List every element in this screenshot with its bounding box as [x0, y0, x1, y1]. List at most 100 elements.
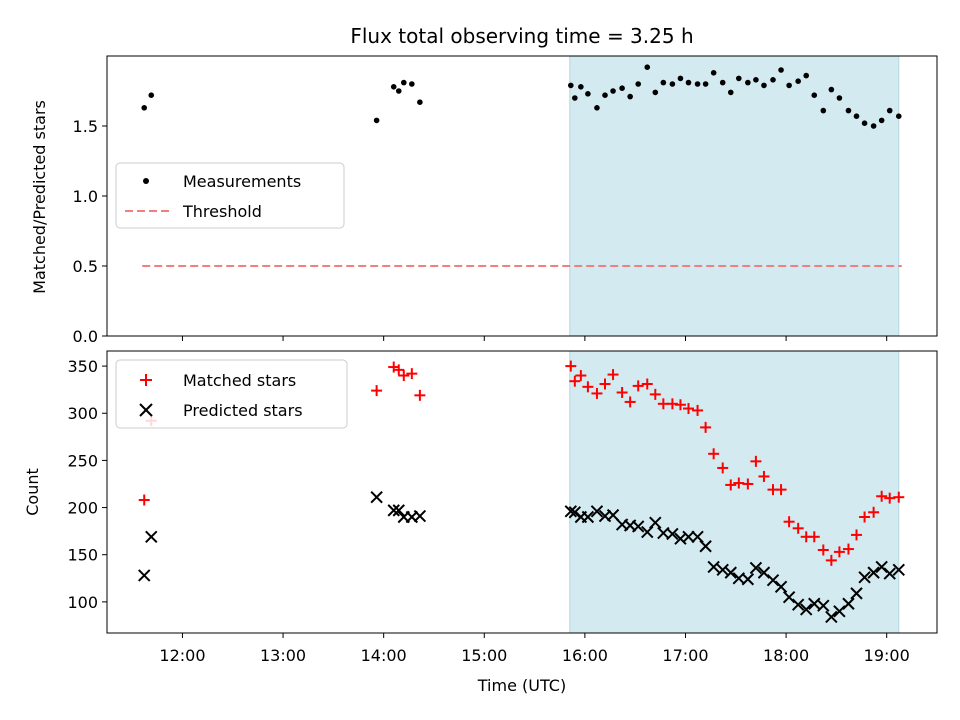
predicted-star-point: [590, 505, 604, 518]
predicted-star-point: [631, 520, 645, 533]
measurement-point: [820, 107, 827, 114]
predicted-star-point: [387, 504, 400, 517]
predicted-star-point: [682, 530, 695, 544]
predicted-star-point: [145, 530, 158, 544]
matched-star-point: [859, 511, 871, 523]
measurement-point: [803, 72, 810, 79]
measurement-point: [373, 117, 380, 124]
matched-star-point: [700, 421, 712, 433]
measurement-point: [594, 105, 600, 111]
matched-star-point: [388, 361, 400, 373]
matched-star-point: [406, 368, 418, 380]
predicted-star-point: [716, 563, 729, 577]
x-tick-label: 18:00: [763, 646, 809, 665]
measurement-point: [578, 84, 584, 90]
measurement-point: [627, 93, 633, 100]
matched-star-point: [893, 491, 905, 503]
x-tick-label: 19:00: [864, 646, 910, 665]
legend-matched-label: Matched stars: [183, 371, 296, 390]
top-y-tick-label: 0.0: [73, 327, 98, 346]
bottom-legend-box: [115, 359, 348, 429]
matched-star-point: [725, 479, 737, 491]
matched-star-point: [708, 448, 720, 460]
counts-panel: 100 150 200 250 300 350 12:00 13:00 14:00 15:00 1…: [23, 350, 938, 695]
matched-star-point: [842, 543, 854, 555]
measurement-point: [400, 79, 407, 86]
matched-star-point: [624, 396, 636, 408]
predicted-star-point: [392, 504, 405, 517]
predicted-star-point: [749, 561, 763, 575]
measurement-point: [786, 82, 792, 89]
matched-star-point: [575, 370, 587, 382]
predicted-star-point: [724, 566, 737, 579]
bottom-legend: Matched stars Predicted stars: [115, 359, 348, 429]
x-tick-label: 13:00: [260, 646, 306, 665]
bottom-y-tick-label: 250: [67, 451, 98, 470]
measurement-point: [719, 79, 726, 86]
predicted-star-point: [850, 587, 863, 600]
measurement-point: [652, 89, 659, 96]
predicted-star-point: [791, 598, 805, 611]
measurement-point: [602, 92, 608, 98]
top-y-axis-label: Matched/Predicted stars: [30, 100, 49, 294]
measurement-point: [886, 107, 893, 114]
matched-star-point: [717, 462, 729, 474]
bottom-y-tick-label: 300: [67, 404, 98, 423]
predicted-star-point: [883, 567, 896, 580]
measurement-point: [795, 78, 801, 84]
measurement-point: [395, 88, 402, 94]
predicted-star-point: [666, 527, 679, 541]
matched-star-point: [582, 381, 594, 393]
measurement-point: [572, 95, 578, 101]
predicted-star-point: [858, 571, 871, 584]
chart-title: Flux total observing time = 3.25 h: [350, 24, 693, 48]
measurement-point: [567, 82, 574, 89]
measurement-point: [761, 82, 767, 89]
matched-star-point: [398, 370, 410, 382]
predicted-star-point: [766, 573, 780, 587]
predicted-star-point: [817, 599, 830, 612]
matched-star-point: [808, 531, 820, 543]
matched-star-point: [138, 494, 150, 506]
measurement-point: [694, 81, 701, 87]
measurement-point: [409, 81, 415, 87]
measurement-point: [619, 85, 625, 91]
matched-star-point: [817, 544, 829, 556]
predicted-star-point: [649, 516, 662, 529]
predicted-star-point: [892, 563, 905, 577]
measurement-point: [845, 107, 852, 114]
predicted-star-point: [699, 540, 712, 553]
measurement-point: [811, 92, 818, 98]
legend-threshold-label: Threshold: [182, 202, 262, 221]
predicted-star-point: [564, 505, 578, 518]
predicted-star-point: [606, 508, 620, 522]
measurement-point: [390, 84, 397, 90]
measurement-point: [861, 120, 868, 126]
matched-star-point: [649, 388, 661, 400]
measurement-point: [669, 81, 676, 87]
predicted-star-point: [138, 569, 151, 582]
measurement-point: [727, 89, 734, 96]
matched-star-point: [565, 360, 577, 372]
measurement-point: [702, 81, 709, 87]
predicted-star-point: [833, 605, 846, 618]
matched-star-point: [393, 364, 405, 376]
measurement-point: [870, 123, 877, 129]
x-tick-label: 16:00: [562, 646, 608, 665]
x-tick-label: 12:00: [159, 646, 205, 665]
bottom-y-tick-label: 200: [67, 499, 98, 518]
measurement-point: [828, 86, 835, 93]
legend-measurements-marker: [143, 178, 149, 184]
measurement-point: [745, 79, 751, 86]
matched-star-point: [792, 522, 804, 534]
matched-star-point: [825, 554, 837, 566]
predicted-star-point: [774, 580, 788, 593]
measurement-point: [710, 70, 717, 76]
predicted-star-point: [800, 603, 813, 616]
matched-star-point: [876, 490, 888, 502]
measurement-point: [585, 91, 591, 97]
bottom-y-tick-label: 350: [67, 357, 98, 376]
matched-star-point: [758, 470, 770, 482]
legend-measurements-label: Measurements: [183, 172, 301, 191]
matched-star-point: [833, 546, 845, 558]
